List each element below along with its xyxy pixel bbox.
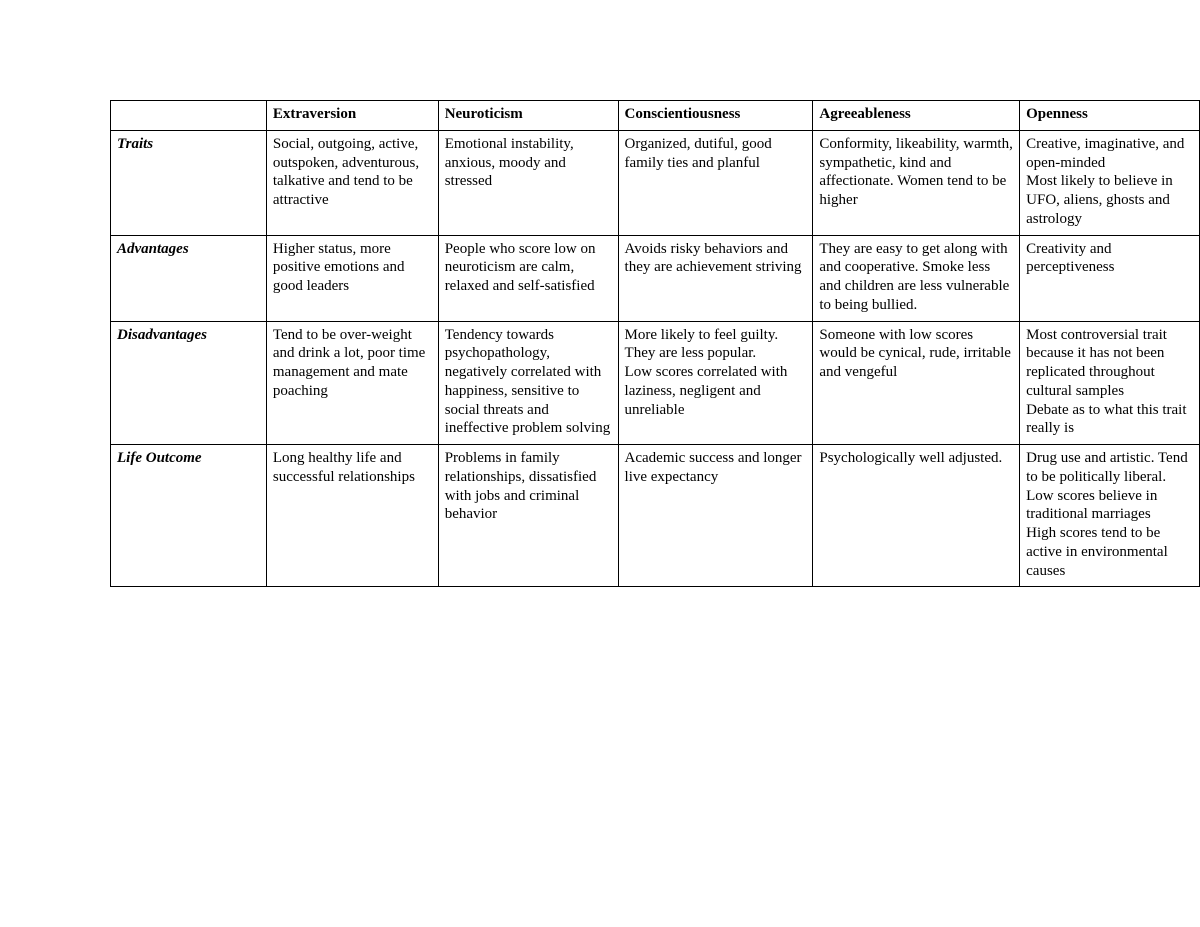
table-header-row: Extraversion Neuroticism Conscientiousne… — [111, 101, 1200, 131]
row-header-advantages: Advantages — [111, 235, 267, 321]
cell: Avoids risky behaviors and they are achi… — [618, 235, 813, 321]
table-row: Disadvantages Tend to be over-weight and… — [111, 321, 1200, 445]
col-header-blank — [111, 101, 267, 131]
cell: Emotional instability, anxious, moody an… — [438, 130, 618, 235]
table-row: Advantages Higher status, more positive … — [111, 235, 1200, 321]
document-page: Extraversion Neuroticism Conscientiousne… — [0, 0, 1200, 587]
col-header-conscientiousness: Conscientiousness — [618, 101, 813, 131]
cell: Social, outgoing, active, outspoken, adv… — [266, 130, 438, 235]
table-row: Traits Social, outgoing, active, outspok… — [111, 130, 1200, 235]
cell: Conformity, likeability, warmth, sympath… — [813, 130, 1020, 235]
col-header-extraversion: Extraversion — [266, 101, 438, 131]
cell: Higher status, more positive emotions an… — [266, 235, 438, 321]
col-header-openness: Openness — [1020, 101, 1200, 131]
cell: Psychologically well adjusted. — [813, 445, 1020, 587]
row-header-disadvantages: Disadvantages — [111, 321, 267, 445]
row-header-life-outcome: Life Outcome — [111, 445, 267, 587]
cell: They are easy to get along with and coop… — [813, 235, 1020, 321]
col-header-agreeableness: Agreeableness — [813, 101, 1020, 131]
row-header-traits: Traits — [111, 130, 267, 235]
cell: Tendency towards psychopathology, negati… — [438, 321, 618, 445]
cell: Tend to be over-weight and drink a lot, … — [266, 321, 438, 445]
cell: Creativity and perceptiveness — [1020, 235, 1200, 321]
cell: Problems in family relationships, dissat… — [438, 445, 618, 587]
cell: Most controversial trait because it has … — [1020, 321, 1200, 445]
cell: Someone with low scores would be cynical… — [813, 321, 1020, 445]
cell: Long healthy life and successful relatio… — [266, 445, 438, 587]
cell: Organized, dutiful, good family ties and… — [618, 130, 813, 235]
table-row: Life Outcome Long healthy life and succe… — [111, 445, 1200, 587]
col-header-neuroticism: Neuroticism — [438, 101, 618, 131]
personality-traits-table: Extraversion Neuroticism Conscientiousne… — [110, 100, 1200, 587]
cell: People who score low on neuroticism are … — [438, 235, 618, 321]
cell: Creative, imaginative, and open-mindedMo… — [1020, 130, 1200, 235]
cell: Academic success and longer live expecta… — [618, 445, 813, 587]
cell: More likely to feel guilty. They are les… — [618, 321, 813, 445]
cell: Drug use and artistic. Tend to be politi… — [1020, 445, 1200, 587]
